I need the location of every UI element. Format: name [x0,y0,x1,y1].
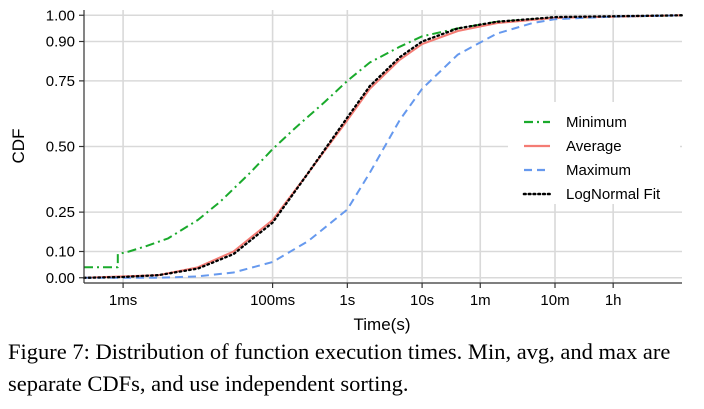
legend-label-average: Average [566,138,622,155]
legend-label-maximum: Maximum [566,162,631,179]
y-tick-label: 1.00 [46,7,75,24]
axes: 1ms 100ms 1s 10s 1m 10m 1h 0.00 0.10 0.25 0.50 0.75… [46,7,682,309]
y-tick-label: 0.10 [46,244,75,261]
legend-label-lognormal-fit: LogNormal Fit [566,186,661,203]
series-layer [82,14,684,279]
legend-label-minimum: Minimum [566,114,627,131]
x-tick-label: 1m [470,292,491,309]
legend: Minimum Average Maximum LogNormal Fit [508,102,680,204]
y-tick-label: 0.90 [46,34,75,51]
series-lognormal-fit-line [82,14,684,279]
y-axis-label: CDF [9,129,28,164]
y-tick-label: 0.75 [46,73,75,90]
series-maximum-line [84,14,683,279]
x-tick-label: 10m [540,292,569,309]
x-tick-label: 1h [605,292,622,309]
x-tick-label: 1ms [109,292,137,309]
y-tick-label: 0.25 [46,204,75,221]
x-tick-label: 100ms [250,292,295,309]
x-axis-label: Time(s) [354,315,411,334]
y-tick-label: 0.00 [46,270,75,287]
legend-background [508,102,680,204]
cdf-chart: 1ms 100ms 1s 10s 1m 10m 1h 0.00 0.10 0.25 0.50 0.75… [9,7,684,334]
figure-caption: Figure 7: Distribution of function execu… [8,339,671,396]
x-tick-label: 10s [410,292,434,309]
x-tick-label: 1s [339,292,355,309]
y-tick-label: 0.50 [46,139,75,156]
